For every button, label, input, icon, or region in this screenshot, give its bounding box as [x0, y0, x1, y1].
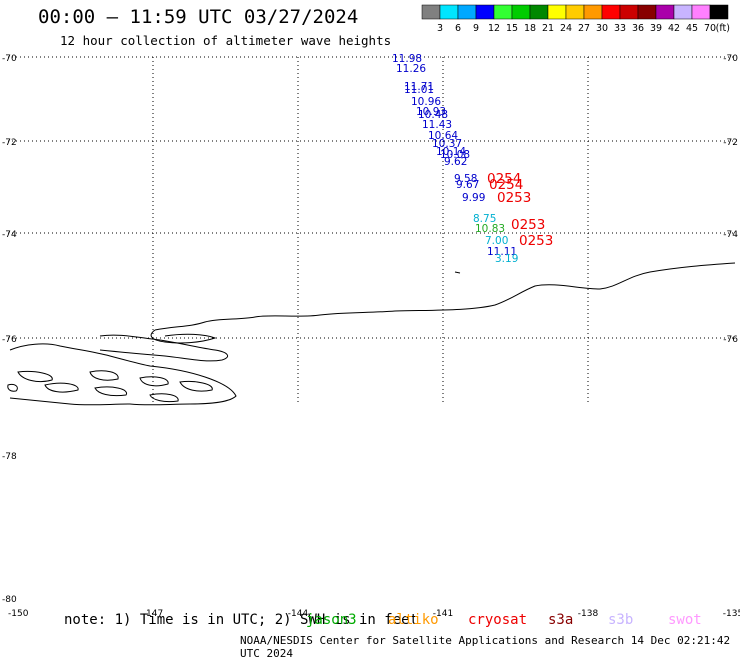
- color-tick-label: 45: [686, 23, 698, 34]
- islet: [454, 271, 461, 274]
- legend-item-s3b: s3b: [608, 612, 634, 628]
- pass-time-label: 0254: [487, 171, 521, 187]
- latitude-label-right: -70: [723, 54, 738, 64]
- island: [7, 384, 18, 392]
- color-tick-label: 36: [632, 23, 644, 34]
- pass-time-label: 0253: [497, 190, 531, 206]
- latitude-label: -74: [2, 230, 17, 240]
- ice-shelf-edge: [154, 262, 736, 331]
- color-tick-label: 12: [488, 23, 500, 34]
- wave-height-label: 10.37: [432, 138, 462, 150]
- color-scale-bar: 3 6 9 12 15 18 21 24 27 30 33 36 39 42 45 70 (ft): [421, 4, 730, 34]
- color-tick-label: 27: [578, 23, 590, 34]
- latitude-label: -80: [2, 595, 17, 605]
- island: [44, 382, 79, 393]
- pass-time-label: 0254: [489, 177, 523, 193]
- legend-item-jason3: jason3: [306, 612, 357, 628]
- legend-item-s3a: s3a: [548, 612, 574, 628]
- color-tick-label: 70: [704, 23, 716, 34]
- wave-height-label: 11.26: [396, 63, 426, 75]
- color-tick-label: 6: [455, 23, 461, 34]
- island: [17, 371, 53, 383]
- longitude-label: -147: [143, 609, 163, 619]
- island: [139, 376, 169, 387]
- wave-height-label: 11.43: [422, 119, 452, 131]
- wave-height-label: 11.11: [487, 246, 517, 258]
- island: [179, 381, 213, 392]
- color-tick-label: 24: [560, 23, 572, 34]
- wave-height-label: 9.58: [454, 173, 477, 185]
- color-tick-label: 33: [614, 23, 626, 34]
- longitude-label: -150: [8, 609, 29, 619]
- island: [89, 370, 119, 381]
- wave-height-label: 11.71: [404, 81, 434, 93]
- note-text: note: 1) Time is in UTC; 2) SWH is in fe…: [64, 612, 419, 628]
- wave-height-label: 10.64: [428, 130, 458, 142]
- wave-height-label: 11.98: [392, 53, 422, 65]
- land-outline: [9, 343, 237, 406]
- latitude-label-right: -72: [723, 138, 738, 148]
- wave-height-label: 9.62: [444, 156, 467, 168]
- map-subtitle: 12 hour collection of altimeter wave hei…: [60, 33, 392, 48]
- color-tick-label: 21: [542, 23, 554, 34]
- wave-height-label: 8.75: [473, 213, 496, 225]
- latitude-label: -76: [2, 335, 17, 345]
- color-tick-label: 3: [437, 23, 443, 34]
- latitude-label-right: -76: [723, 335, 738, 345]
- color-unit-label: (ft): [716, 23, 730, 34]
- longitude-label: -138: [578, 609, 599, 619]
- wave-height-label: 10.93: [416, 106, 446, 118]
- wave-height-label: 11.01: [404, 84, 434, 96]
- longitude-label: -135: [723, 609, 740, 619]
- wave-height-label: 3.19: [495, 253, 518, 265]
- color-swatch: [709, 4, 729, 20]
- color-tick-label: 15: [506, 23, 518, 34]
- wave-height-label: 10.48: [418, 109, 448, 121]
- island: [149, 393, 179, 403]
- wave-height-label: 10.08: [440, 149, 470, 161]
- color-tick-label: 39: [650, 23, 662, 34]
- wave-height-label: 10.14: [436, 146, 466, 158]
- legend-item-cryosat: cryosat: [468, 612, 528, 628]
- credit-footer: NOAA/NESDIS Center for Satellite Applica…: [240, 634, 731, 660]
- color-tick-label: 18: [524, 23, 536, 34]
- legend-item-swot: swot: [668, 612, 702, 628]
- graticule: [8, 56, 733, 405]
- latitude-label: -78: [2, 452, 17, 462]
- latitude-label: -72: [2, 138, 17, 148]
- coast-segment: [99, 334, 229, 362]
- wave-height-label: 9.99: [462, 192, 485, 204]
- latitude-label: -70: [2, 54, 17, 64]
- latitude-label-right: -74: [723, 230, 738, 240]
- wave-height-label: 7.00: [485, 235, 508, 247]
- antarctic-coastline: [7, 262, 736, 406]
- color-tick-label: 42: [668, 23, 680, 34]
- wave-height-label: 10.83: [475, 223, 505, 235]
- legend-item-altiko: altiko: [388, 612, 439, 628]
- color-tick-label: 30: [596, 23, 608, 34]
- wave-height-label: 10.96: [411, 96, 441, 108]
- coast-segment: [150, 329, 217, 344]
- pass-time-label: 0253: [511, 217, 545, 233]
- color-tick-label: 9: [473, 23, 479, 34]
- longitude-label: -141: [433, 609, 453, 619]
- axis-labels: -70 -72 -74 -76 -78 -80 -70 -72 -74 -76 -150 -147 -1…: [2, 54, 740, 619]
- wave-height-label: 9.67: [456, 179, 479, 191]
- map-title: 00:00 – 11:59 UTC 03/27/2024: [38, 6, 359, 28]
- island: [94, 386, 128, 397]
- pass-time-label: 0253: [519, 233, 553, 249]
- longitude-label: -144: [288, 609, 309, 619]
